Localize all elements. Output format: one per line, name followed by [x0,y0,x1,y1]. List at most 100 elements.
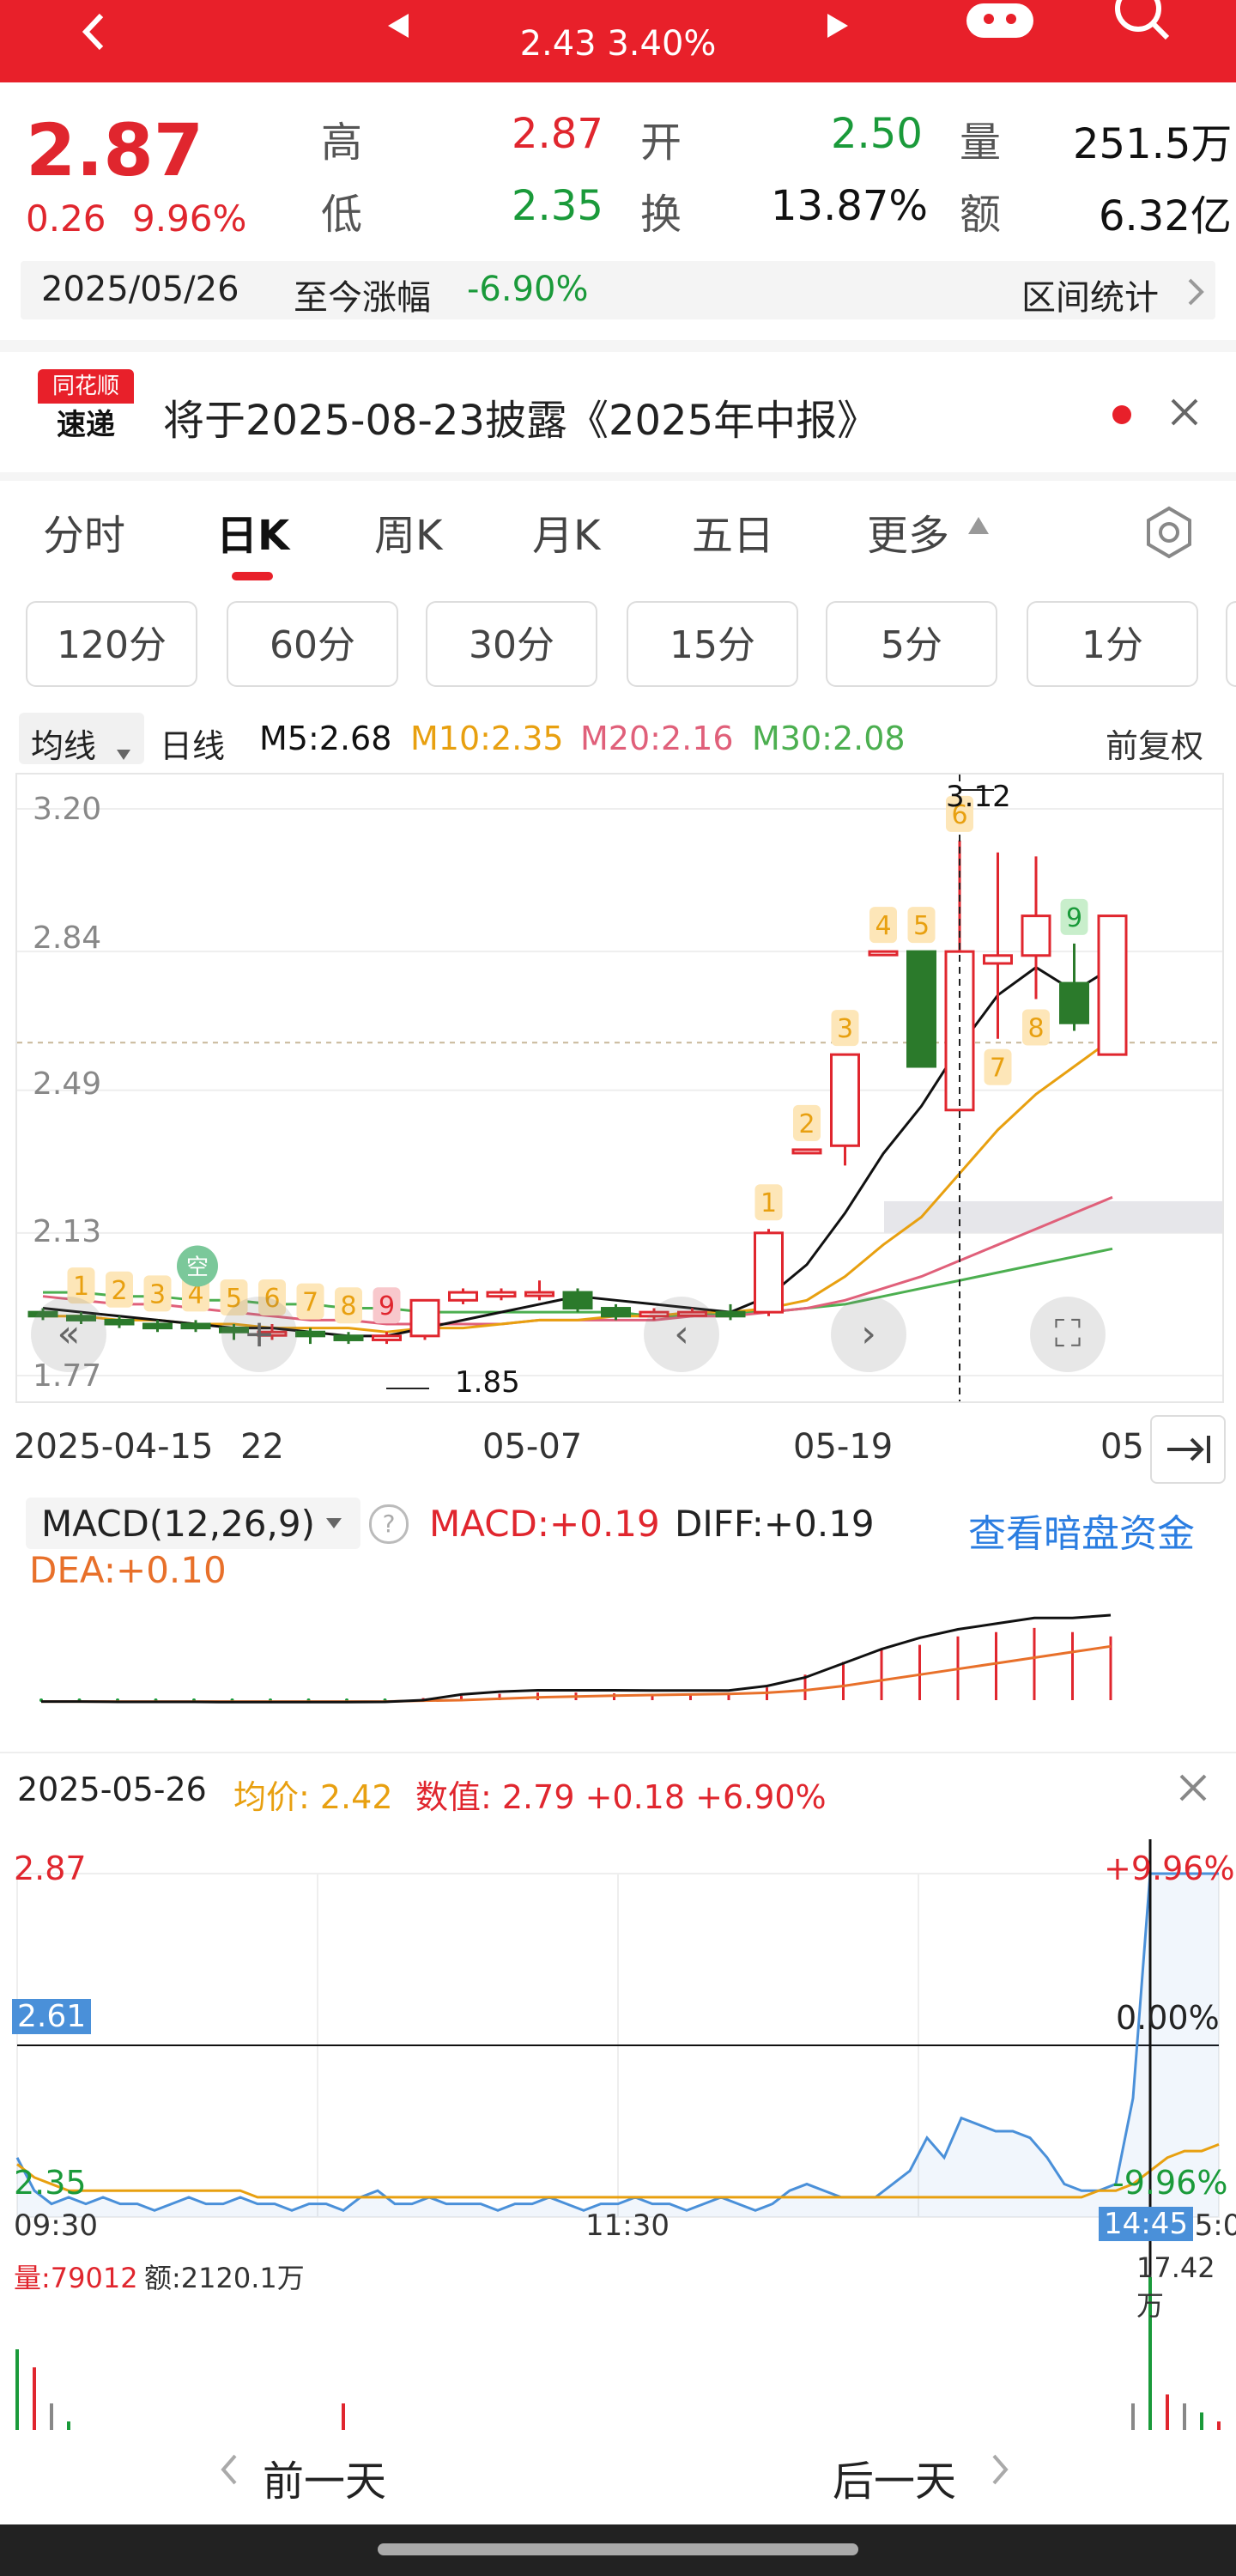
pill-120min[interactable]: 120分 [26,601,197,687]
y-left-tick-0: 2.87 [14,1850,87,1887]
tab-more[interactable]: 更多 [867,512,950,560]
ma-legend-row: 均线 日线 M5:2.68 M10:2.35 M20:2.16 M30:2.08… [0,713,1236,768]
tab-intraday[interactable]: 分时 [43,512,126,560]
setup-badge-text: 1 [760,1188,777,1218]
setup-badge-text: 1 [73,1272,89,1302]
setup-badge-text: 5 [913,911,930,941]
setup-badge-text: 6 [951,800,967,830]
close-intraday-icon[interactable] [1178,1772,1209,1807]
chevron-right-icon [1186,276,1205,311]
current-price: 2.87 [26,108,204,192]
adjust-mode[interactable]: 前复权 [1106,727,1204,765]
prev-day-button[interactable]: 前一天 [263,2458,387,2506]
fullscreen-icon[interactable]: ⛶ [1030,1297,1106,1372]
next-stock-icon[interactable] [822,3,853,52]
pill-30min[interactable]: 30分 [426,601,597,687]
active-tab-indicator [232,572,273,580]
collapse-left-icon[interactable]: « [31,1297,106,1372]
volume-label: 量 [960,118,1002,167]
y-right-tick-1: 0.00% [1116,1999,1220,2037]
scroll-left-icon[interactable]: ‹ [644,1297,719,1372]
pill-5min[interactable]: 5分 [826,601,997,687]
pill-60min[interactable]: 60分 [227,601,398,687]
notice-banner[interactable]: 同花顺 速递 将于2025-08-23披露《2025年中报》 [0,340,1236,484]
y-tick-0: 3.20 [33,792,102,827]
tab-five-day[interactable]: 五日 [692,512,775,560]
avg-price-line [16,2142,1220,2199]
amount-label: 额:2120.1万 [144,2262,305,2294]
setup-badge [984,1048,1012,1085]
low-value: 2.35 [512,182,603,230]
pill-overflow [1226,601,1236,687]
setup-badge [296,1283,324,1320]
candle-body [333,1334,364,1341]
setup-badge-text: 7 [990,1054,1006,1084]
price-line [15,1872,1219,2213]
setup-badge-text: 4 [875,911,891,941]
pill-1min[interactable]: 1分 [1027,601,1198,687]
scroll-to-latest-icon[interactable] [1150,1415,1226,1484]
setup-badge-text: 4 [187,1279,203,1309]
prev-stock-icon[interactable] [383,3,414,52]
candle-body [906,950,936,1068]
caret-down-icon [115,732,132,769]
amount-label: 额 [960,191,1002,239]
robot-icon[interactable] [963,0,1037,53]
next-day-button[interactable]: 后一天 [833,2458,957,2506]
tab-weekly-k[interactable]: 周K [374,512,443,560]
setup-badge-text: 5 [226,1284,242,1314]
date-tick-2: 05-07 [482,1427,583,1467]
dark-pool-link[interactable]: 查看暗盘资金 [968,1512,1195,1556]
volume-value: 251.5万 [1073,120,1233,168]
caret-down-icon [324,1516,343,1534]
setup-badge-text: 3 [837,1014,853,1044]
settings-icon[interactable] [1142,505,1197,563]
help-icon[interactable]: ? [369,1504,409,1544]
date-tick-0: 2025-04-15 [14,1427,214,1467]
open-value: 2.50 [831,110,923,158]
chevron-left-icon [220,2452,239,2490]
macd-svg [39,1613,1112,1704]
empty-signal-badge [177,1245,218,1287]
setup-badge [67,1267,95,1304]
y-left-tick-2: 2.35 [14,2164,87,2202]
scroll-right-icon[interactable]: › [831,1297,906,1372]
back-icon[interactable] [74,10,117,64]
setup-badge-text: 2 [798,1109,815,1139]
strip-date: 2025/05/26 [41,270,239,309]
candle-body [142,1322,173,1330]
turnover-value: 13.87% [771,182,929,230]
range-strip: 2025/05/26 至今涨幅 -6.90% 区间统计 [21,261,1215,319]
ma20-value: M20:2.16 [580,720,734,757]
tab-daily-k[interactable]: 日K [216,512,290,560]
candle-body [295,1330,325,1338]
setup-badge-text: 9 [1066,903,1082,933]
search-icon[interactable] [1111,0,1172,53]
range-stats-button[interactable]: 区间统计 [1021,278,1159,318]
setup-badge-text: 6 [264,1284,280,1314]
macd-panel: MACD(12,26,9) ? MACD:+0.19 DIFF:+0.19 查看… [0,1494,1236,1735]
date-tick-3: 05-19 [793,1427,894,1467]
tab-monthly-k[interactable]: 月K [532,512,601,560]
period-label: 日线 [160,727,226,765]
macd-selector[interactable] [26,1498,360,1549]
setup-badge [1060,898,1088,935]
unread-dot [1112,405,1131,424]
y-tick-3: 2.13 [33,1214,102,1249]
logo-line-1: 同花顺 [38,369,134,404]
setup-badge [869,907,897,944]
notice-text: 将于2025-08-23披露《2025年中报》 [163,397,879,445]
home-indicator[interactable] [378,2543,858,2555]
pill-15min[interactable]: 15分 [627,601,798,687]
candle-body [562,1291,593,1310]
y-right-tick-2: -9.96% [1112,2164,1228,2202]
close-icon[interactable] [1169,397,1200,431]
candle-body [180,1322,211,1330]
candle-body [486,1291,517,1298]
ths-logo: 同花顺 速递 [38,369,134,455]
intraday-svg [15,1839,1221,2475]
since-value: -6.90% [467,270,589,309]
candle-body [66,1315,96,1321]
zoom-in-icon[interactable]: + [221,1297,297,1372]
